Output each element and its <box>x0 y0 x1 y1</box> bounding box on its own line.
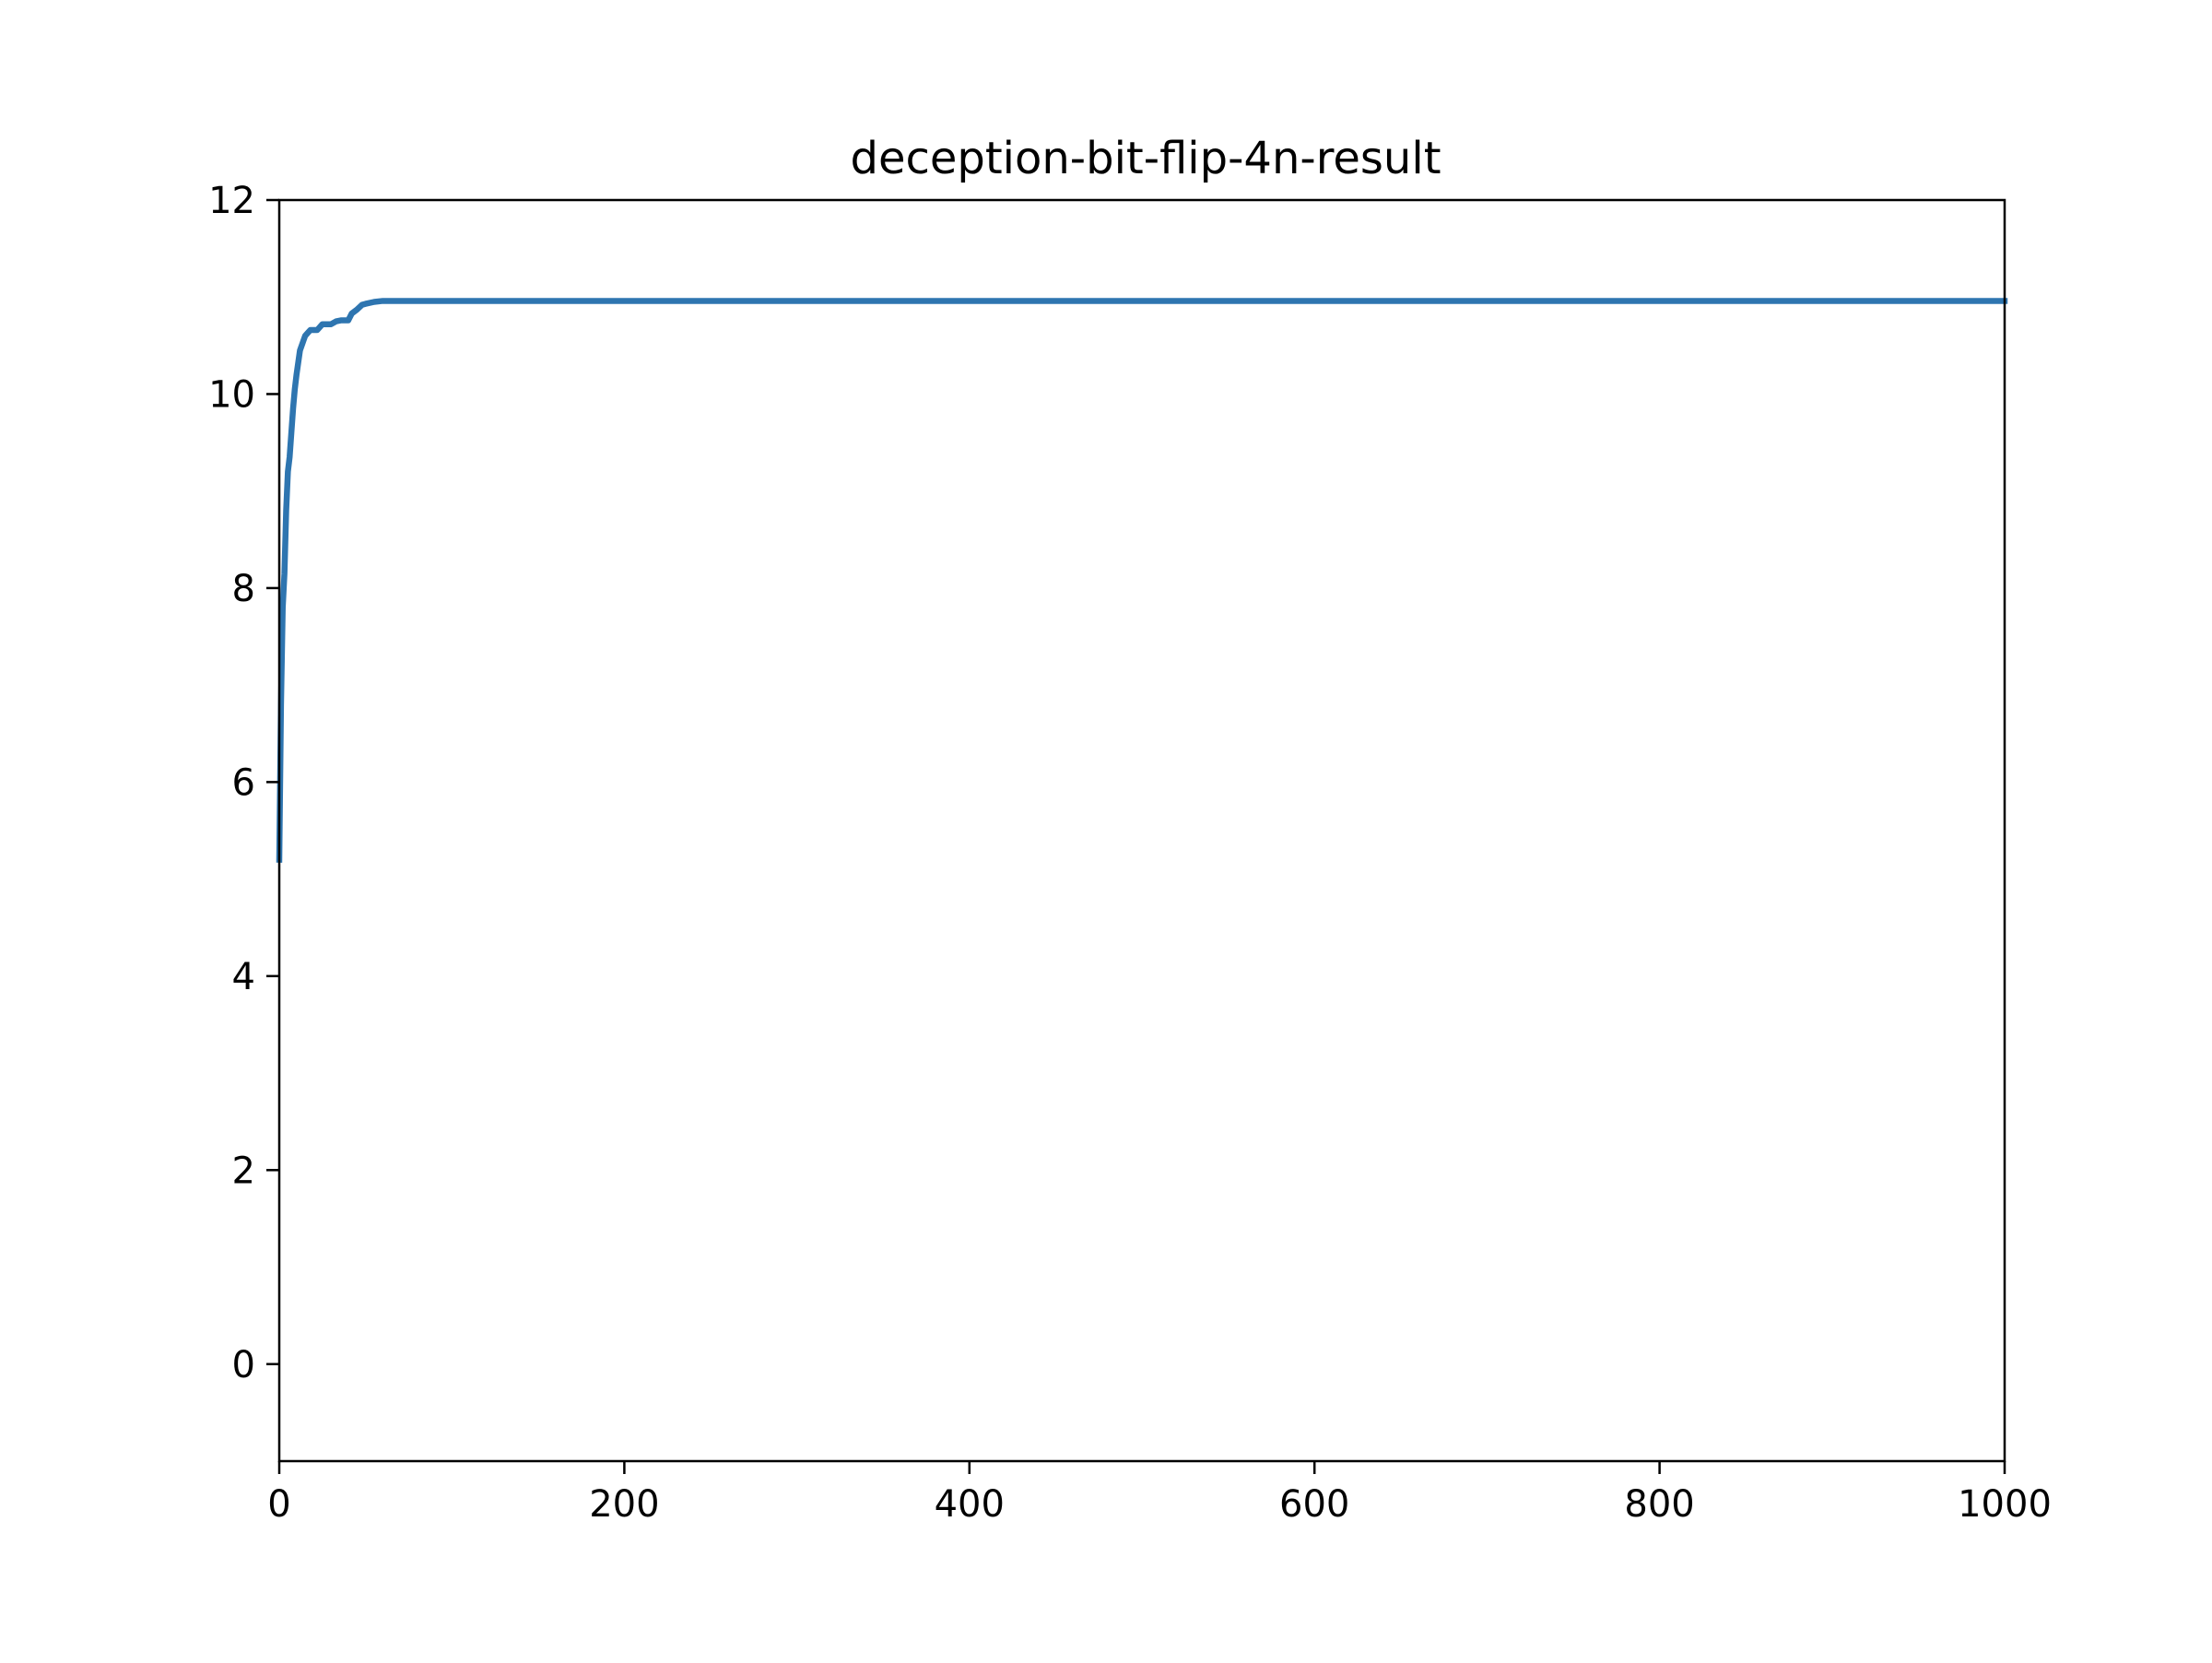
y-tick-label: 0 <box>232 1344 255 1386</box>
plot-area-frame <box>277 198 2006 1463</box>
series-layer <box>276 298 2008 863</box>
x-tick-label: 200 <box>589 1483 659 1526</box>
x-tick-label: 1000 <box>1958 1483 2052 1526</box>
y-tick-label: 8 <box>232 568 255 610</box>
y-tick-label: 6 <box>232 761 255 804</box>
y-axis: 0 2 4 6 8 10 12 <box>208 180 279 1386</box>
x-axis: 0 200 400 600 800 1000 <box>267 1461 2052 1526</box>
y-tick-label: 12 <box>208 180 255 222</box>
y-tick-label: 2 <box>232 1150 255 1192</box>
x-tick-label: 400 <box>935 1483 1005 1526</box>
chart-title: deception-bit-flip-4n-result <box>850 133 1441 184</box>
x-tick-label: 800 <box>1624 1483 1694 1526</box>
series-line-0 <box>276 298 2008 863</box>
x-tick-label: 600 <box>1279 1483 1349 1526</box>
x-tick-label: 0 <box>267 1483 290 1526</box>
y-tick-label: 4 <box>232 956 255 998</box>
y-tick-label: 10 <box>208 373 255 416</box>
